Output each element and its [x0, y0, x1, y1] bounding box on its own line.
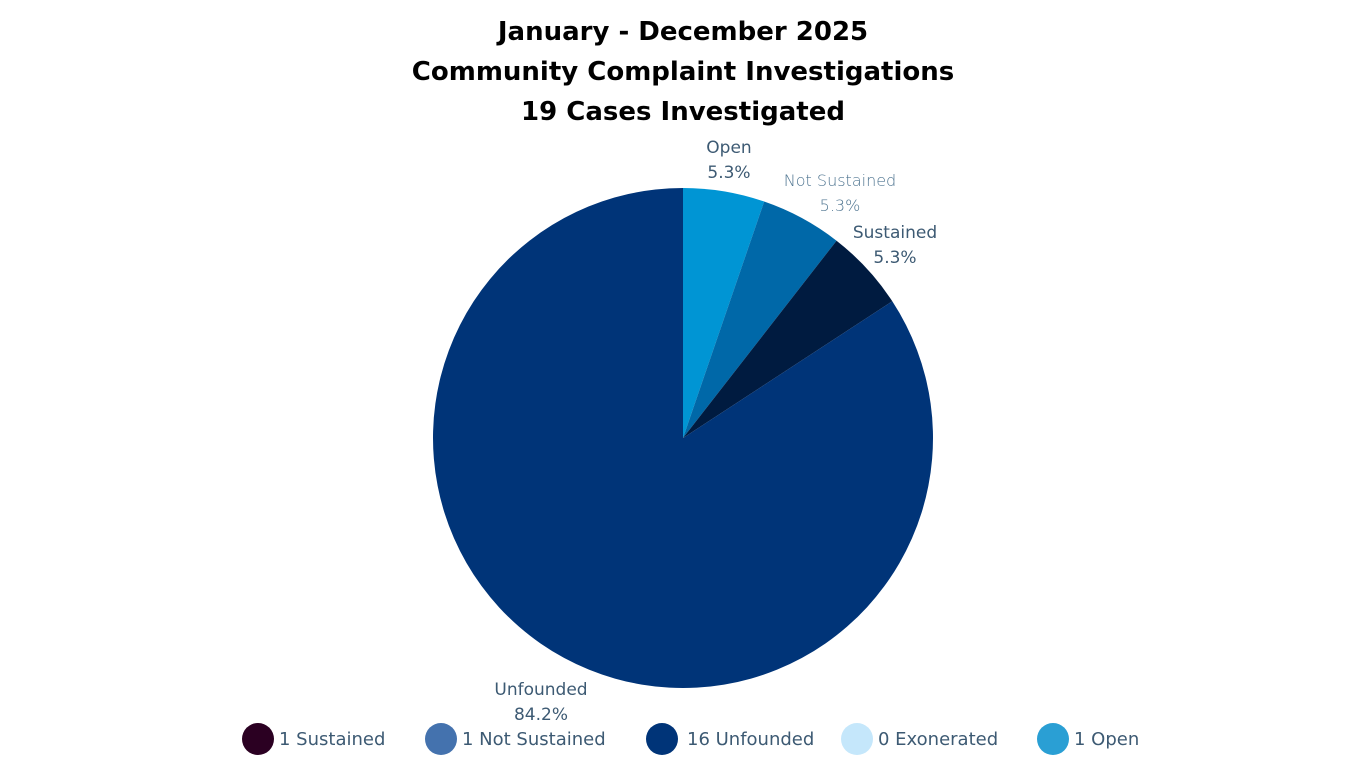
legend-label-open: 1 Open: [1074, 728, 1140, 750]
slice-label-not-sustained-pct: 5.3%: [819, 196, 861, 215]
slice-label-unfounded-pct: 84.2%: [513, 705, 569, 725]
legend-swatch-unfounded: [646, 723, 678, 755]
legend-swatch-not-sustained: [425, 723, 457, 755]
slice-label-open: Open 5.3%: [706, 136, 751, 186]
chart-title-line-1: January - December 2025: [497, 17, 869, 47]
legend-item-sustained: 1 Sustained: [242, 723, 385, 755]
chart-title-line-2: Community Complaint Investigations: [411, 57, 955, 87]
slice-label-sustained-name: Sustained: [852, 223, 938, 243]
legend-label-sustained: 1 Sustained: [279, 728, 386, 750]
slice-label-sustained: Sustained 5.3%: [853, 221, 937, 271]
slice-label-open-name: Open: [706, 138, 752, 158]
pie-slice-sustained: [683, 240, 893, 438]
legend-label-exonerated: 0 Exonerated: [878, 728, 999, 750]
legend-label-not-sustained: 1 Not Sustained: [462, 728, 606, 750]
slice-label-open-pct: 5.3%: [707, 163, 751, 183]
slice-label-not-sustained-name: Not Sustained: [783, 171, 897, 190]
legend-swatch-sustained: [242, 723, 274, 755]
slice-label-not-sustained: Not Sustained 5.3%: [784, 168, 896, 218]
legend-item-exonerated: 0 Exonerated: [841, 723, 998, 755]
slice-label-sustained-pct: 5.3%: [873, 248, 917, 268]
legend-item-open: 1 Open: [1037, 723, 1139, 755]
legend-swatch-exonerated: [841, 723, 873, 755]
pie-slice-not-sustained: [683, 201, 837, 438]
pie-slice-open: [683, 188, 765, 438]
chart-title-line-3: 19 Cases Investigated: [521, 97, 845, 127]
legend-item-not-sustained: 1 Not Sustained: [425, 723, 606, 755]
legend-item-unfounded: 16 Unfounded: [646, 723, 814, 755]
slice-label-unfounded-name: Unfounded: [494, 680, 588, 700]
slice-label-unfounded: Unfounded 84.2%: [494, 678, 587, 728]
legend-swatch-open: [1037, 723, 1069, 755]
pie-slice-unfounded: [433, 188, 933, 689]
legend-label-unfounded: 16 Unfounded: [687, 728, 815, 750]
